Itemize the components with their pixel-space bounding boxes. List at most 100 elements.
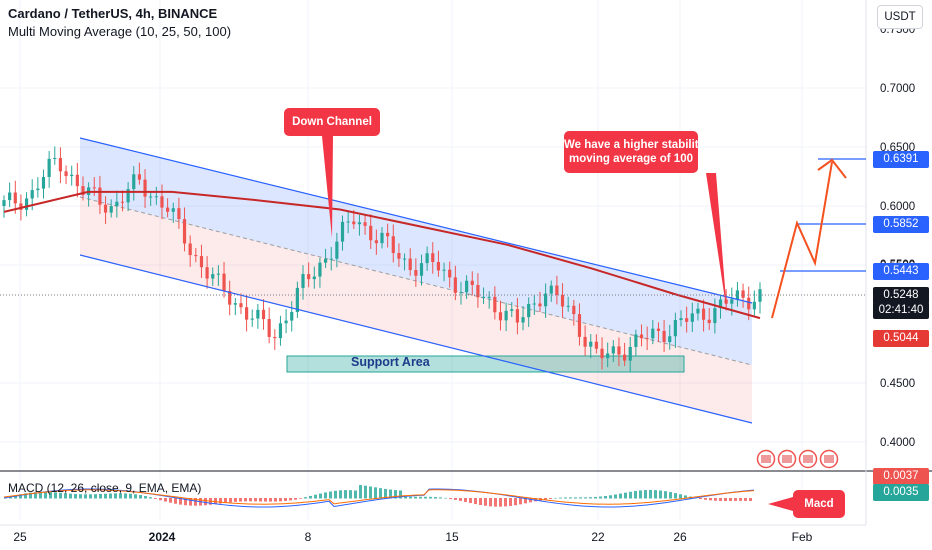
macd-bar [124,493,127,499]
macd-bar [714,498,717,501]
date-tick: 25 [13,530,27,544]
target-tag-3: 0.5443 [873,263,929,280]
macd-bar [434,497,437,499]
macd-bar [104,493,107,499]
candle-body [244,307,249,320]
candle-body [261,309,266,320]
candle-body [656,328,661,331]
candle-body [696,308,700,314]
candle-body [622,354,627,361]
candle-body [98,187,102,205]
chart-title: Cardano / TetherUS, 4h, BINANCE [8,6,217,21]
candle-body [126,189,130,203]
macd-bar [249,498,252,502]
macd-bar [234,498,237,502]
macd-bar [224,498,227,503]
ma100-line [3,190,761,320]
macd-bar [129,493,132,499]
macd-bar [239,498,242,502]
candle-body [267,319,271,337]
macd-bar [454,498,457,500]
candle-body [572,305,576,315]
candle-body [611,346,615,354]
price-tick: 0.4000 [880,437,915,449]
candle-body [58,158,63,172]
event-flag-icon [803,455,813,463]
macd-callout: Macd [793,490,845,518]
price-tick: 0.6000 [880,201,915,213]
candle-body [481,296,486,298]
candle-body [369,225,373,241]
macd-bar [349,490,352,499]
macd-bar [169,498,172,503]
macd-bar [599,496,602,499]
macd-bar [254,498,257,502]
macd-bar [44,491,47,499]
macd-bar [459,498,462,501]
candle-body [318,262,322,277]
candle-body [668,336,672,343]
candle-body [431,253,435,263]
candle-body [476,284,480,298]
macd-bar [39,491,42,499]
macd-bar [569,497,572,499]
candle-body [555,285,559,295]
candle-body [340,221,345,242]
macd-bar [499,498,502,507]
macd-bar [59,492,62,499]
macd-bar [34,492,37,499]
ma-tag: 0.5044 [873,330,929,347]
candle-body [414,270,418,276]
macd-bar [184,498,187,506]
price-pane [0,0,866,470]
macd-bar [579,497,582,499]
date-tick: Feb [792,530,813,544]
candle-body [239,303,243,308]
candle-body [741,290,745,298]
macd-bar [649,489,652,499]
candle-body [493,296,497,313]
candle-body [312,276,316,280]
macd-bar [384,488,387,499]
macd-bar [29,492,32,499]
price-tick: 0.7000 [880,83,915,95]
candle-body [532,303,536,305]
macd-bar [149,497,152,499]
macd-bar [659,490,662,499]
macd-bar [679,494,682,499]
target-tag-2: 0.5852 [873,216,929,233]
candle-body [199,256,204,268]
candle-body [233,303,237,305]
macd-bar [479,498,482,506]
date-tick: 15 [445,530,459,544]
candle-body [391,236,395,254]
candle-body [628,346,632,361]
macd-bar [684,495,687,499]
macd-bar [299,498,302,499]
macd-bar [699,498,702,500]
macd-bar [484,498,487,506]
macd-bar [509,498,512,506]
event-flag-icon [824,455,834,463]
macd-bar [69,493,72,499]
candle-body [47,158,51,177]
candle-body [510,309,514,311]
candle-body [149,196,153,198]
candle-body [645,338,649,340]
macd-bar [49,492,52,499]
candle-body [75,174,79,187]
down-channel-pointer [322,136,333,238]
projection-arrowhead [817,158,847,179]
candle-body [436,262,441,271]
macd-bar [319,493,322,499]
currency-button[interactable]: USDT [877,5,923,29]
macd-bar [214,498,217,505]
candle-body [70,174,74,177]
target-tag-1: 0.6391 [873,151,929,168]
macd-bar [314,494,317,499]
date-tick: 8 [305,530,312,544]
macd-bar [589,497,592,499]
macd-bar [514,498,517,506]
candle-body [109,206,113,213]
macd-bar [364,485,367,499]
